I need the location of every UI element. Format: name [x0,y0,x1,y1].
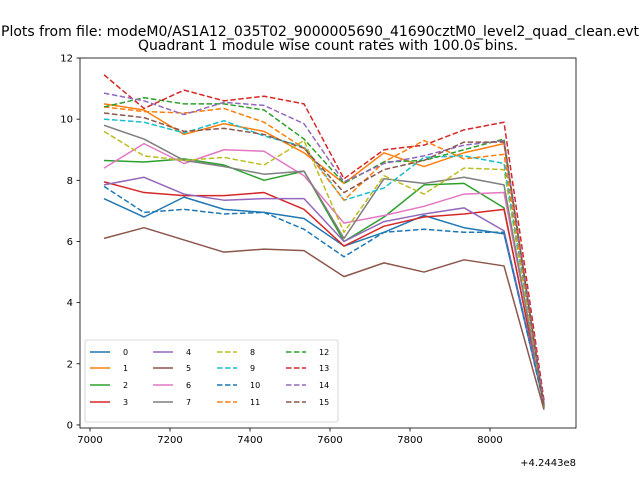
series-line-0 [103,196,545,404]
legend-label-12: 12 [319,348,329,357]
legend-label-13: 13 [319,364,329,373]
legend-frame [84,339,339,423]
y-tick-label: 12 [60,54,73,65]
series-line-7 [103,124,545,407]
y-tick-label: 10 [60,115,73,126]
series-line-8 [103,130,545,407]
series-line-14 [103,92,545,406]
legend-label-2: 2 [123,381,128,390]
series-line-5 [103,226,545,410]
legend-label-0: 0 [123,348,128,357]
y-tick-label: 0 [67,420,73,431]
x-axis: 7000 7200 7400 7600 7800 8000 [77,428,503,446]
x-tick-label: 7600 [317,435,342,446]
legend-label-4: 4 [186,348,191,357]
legend-label-3: 3 [123,398,128,407]
x-offset-label: +4.2443e8 [520,458,576,469]
series-line-10 [103,185,545,406]
axes-frame [79,57,577,429]
y-tick-label: 2 [67,359,73,370]
legend-label-6: 6 [186,381,191,390]
series-line-15 [103,112,545,409]
legend-label-7: 7 [186,398,191,407]
legend-label-5: 5 [186,364,191,373]
figure-suptitle: Plots from file: modeM0/AS1A12_035T02_90… [1,24,639,40]
legend-label-8: 8 [250,348,255,357]
y-axis: 0 2 4 6 8 10 12 [60,54,80,431]
legend-label-1: 1 [123,364,128,373]
series-line-3 [103,181,545,404]
y-tick-label: 6 [67,237,73,248]
legend-label-9: 9 [250,364,255,373]
series-line-4 [103,176,545,403]
series-line-12 [103,97,545,407]
x-tick-label: 7800 [397,435,422,446]
legend-label-15: 15 [319,398,329,407]
series-line-13 [103,74,545,401]
plot-area [79,57,577,429]
y-tick-label: 4 [67,298,73,309]
series-layer [103,74,545,410]
y-tick-label: 8 [67,176,73,187]
x-tick-label: 7400 [237,435,262,446]
x-tick-label: 7200 [157,435,182,446]
chart-title: Quadrant 1 module wise count rates with … [138,38,518,54]
legend-label-10: 10 [250,381,260,390]
legend-label-14: 14 [319,381,329,390]
legend-label-11: 11 [250,398,260,407]
x-tick-label: 7000 [77,435,102,446]
x-tick-label: 8000 [477,435,502,446]
